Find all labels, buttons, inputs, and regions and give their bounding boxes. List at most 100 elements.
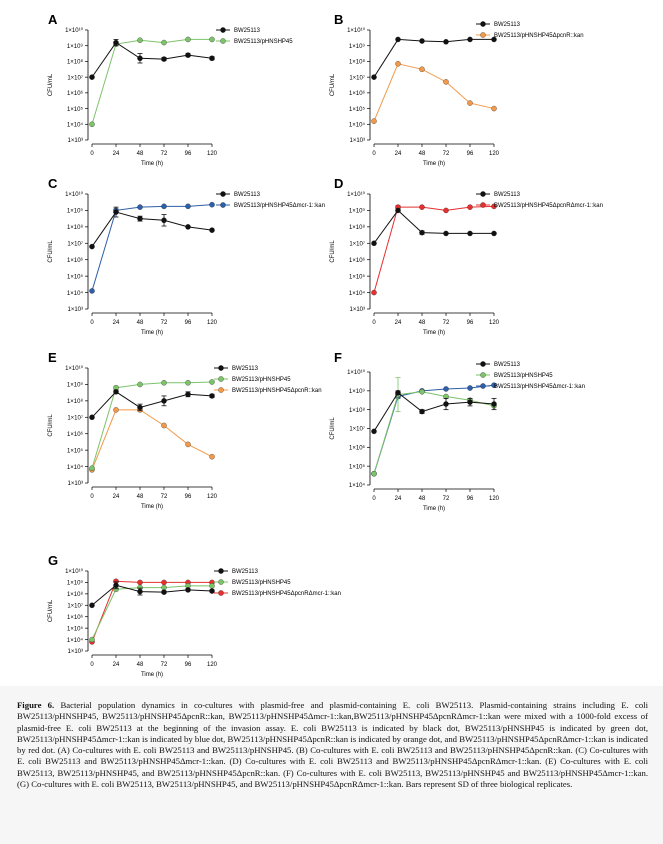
data-point bbox=[443, 386, 449, 392]
panel-e: E 1×10³ 1×10⁴ 1×10⁵ 1×10⁶ 1×10⁷ 1×10⁸ 1×10⁹ 1×1… bbox=[40, 350, 330, 515]
y-axis-label: CFU/mL bbox=[330, 73, 336, 96]
x-axis-label: Time (h) bbox=[141, 330, 163, 336]
y-tick-label: 1×10⁶ bbox=[67, 431, 84, 438]
x-tick-label: 48 bbox=[137, 151, 144, 157]
y-tick-label: 1×10⁶ bbox=[349, 445, 366, 452]
data-point bbox=[443, 79, 449, 85]
data-point bbox=[113, 209, 119, 215]
legend-label: BW25113 bbox=[232, 366, 259, 372]
legend-marker bbox=[480, 21, 486, 27]
data-point bbox=[419, 408, 425, 415]
x-tick-label: 96 bbox=[467, 320, 474, 326]
y-tick-label: 1×10⁵ bbox=[67, 625, 84, 632]
x-axis-label: Time (h) bbox=[423, 330, 445, 336]
y-tick-label: 1×10⁸ bbox=[67, 59, 84, 66]
x-axis-label: Time (h) bbox=[423, 506, 445, 512]
series-line bbox=[91, 584, 213, 606]
data-point bbox=[137, 404, 143, 411]
x-tick-label: 120 bbox=[489, 496, 500, 502]
data-point bbox=[161, 203, 167, 210]
y-tick-label: 1×10⁴ bbox=[349, 121, 366, 128]
data-point bbox=[371, 470, 377, 477]
series-line bbox=[373, 391, 495, 474]
data-point bbox=[161, 589, 167, 595]
series-line bbox=[373, 209, 494, 244]
legend-label: BW25113/pHNSHP45 bbox=[232, 377, 291, 383]
figure-label: Figure 6. bbox=[17, 700, 55, 710]
y-tick-label: 1×10⁵ bbox=[349, 463, 366, 470]
x-tick-label: 96 bbox=[185, 320, 192, 326]
legend-label: BW25113/pHNSHP45Δmcr-1::kan bbox=[494, 384, 585, 390]
x-tick-label: 24 bbox=[113, 662, 120, 668]
y-tick-label: 1×10¹⁰ bbox=[65, 568, 84, 575]
x-tick-label: 72 bbox=[443, 151, 450, 157]
data-point bbox=[491, 401, 497, 407]
x-tick-label: 96 bbox=[185, 494, 192, 500]
y-tick-label: 1×10⁵ bbox=[349, 273, 366, 280]
x-tick-label: 48 bbox=[137, 662, 144, 668]
data-point bbox=[491, 382, 497, 388]
caption-text: Bacterial population dynamics in co-cult… bbox=[17, 700, 648, 790]
x-tick-label: 96 bbox=[467, 151, 474, 157]
x-tick-label: 96 bbox=[185, 151, 192, 157]
data-point bbox=[419, 389, 425, 395]
legend-marker bbox=[220, 38, 226, 44]
y-tick-label: 1×10³ bbox=[67, 649, 83, 655]
data-point bbox=[395, 207, 401, 214]
y-tick-label: 1×10³ bbox=[349, 307, 365, 313]
chart-c: 1×10³ 1×10⁴ 1×10⁵ 1×10⁶ 1×10⁷ 1×10⁸ 1×10⁹ 1×10¹… bbox=[48, 191, 325, 336]
panel-label: B bbox=[334, 12, 344, 27]
y-tick-label: 1×10⁹ bbox=[349, 208, 366, 215]
data-point bbox=[209, 588, 215, 594]
y-axis-label: CFU/mL bbox=[48, 73, 54, 96]
y-tick-label: 1×10¹⁰ bbox=[65, 191, 84, 198]
y-tick-label: 1×10⁸ bbox=[67, 591, 84, 598]
x-tick-label: 48 bbox=[419, 320, 426, 326]
data-point bbox=[161, 56, 167, 62]
y-tick-label: 1×10⁴ bbox=[349, 482, 366, 489]
legend-marker bbox=[480, 202, 486, 208]
legend-marker bbox=[480, 191, 486, 197]
legend-label: BW25113 bbox=[494, 362, 521, 368]
chart-b: 1×10³ 1×10⁴ 1×10⁵ 1×10⁶ 1×10⁷ 1×10⁸ 1×10⁹ 1×10¹… bbox=[330, 21, 584, 167]
series-line bbox=[373, 38, 494, 78]
data-point bbox=[371, 240, 377, 247]
y-axis-label: CFU/mL bbox=[330, 240, 336, 263]
data-point bbox=[209, 393, 215, 399]
x-tick-label: 72 bbox=[443, 320, 450, 326]
series-line bbox=[373, 205, 495, 293]
data-point bbox=[209, 55, 215, 62]
legend-label: BW25113/pHNSHP45ΔpcnRΔmcr-1::kan bbox=[494, 203, 603, 209]
legend-marker bbox=[480, 32, 486, 38]
y-axis-label: CFU/mL bbox=[48, 414, 54, 437]
y-tick-label: 1×10⁹ bbox=[67, 43, 84, 50]
x-tick-label: 24 bbox=[113, 494, 120, 500]
legend-label: BW25113 bbox=[234, 28, 261, 34]
series-line bbox=[373, 391, 495, 432]
data-point bbox=[89, 74, 95, 80]
y-tick-label: 1×10⁴ bbox=[349, 290, 366, 297]
data-point bbox=[137, 579, 143, 586]
y-tick-label: 1×10⁴ bbox=[67, 290, 84, 297]
legend-label: BW25113/pHNSHP45 bbox=[234, 39, 293, 45]
x-tick-label: 24 bbox=[395, 151, 402, 157]
chart-e: 1×10³ 1×10⁴ 1×10⁵ 1×10⁶ 1×10⁷ 1×10⁸ 1×10⁹ 1×10¹… bbox=[48, 365, 322, 510]
legend-label: BW25113 bbox=[232, 569, 259, 575]
data-point bbox=[419, 66, 425, 73]
y-tick-label: 1×10⁷ bbox=[67, 602, 83, 609]
series-line bbox=[373, 63, 495, 122]
legend-label: BW25113 bbox=[234, 192, 261, 198]
legend-marker bbox=[218, 590, 224, 596]
legend-label: BW25113/pHNSHP45 bbox=[494, 373, 553, 379]
data-point bbox=[185, 224, 191, 230]
series-line bbox=[91, 381, 213, 469]
data-point bbox=[89, 121, 95, 128]
data-point bbox=[185, 380, 191, 386]
data-point bbox=[209, 227, 215, 233]
x-tick-label: 72 bbox=[161, 662, 168, 668]
x-tick-label: 24 bbox=[113, 151, 120, 157]
data-point bbox=[491, 203, 497, 210]
data-point bbox=[161, 217, 167, 224]
x-tick-label: 48 bbox=[137, 320, 144, 326]
legend-label: BW25113 bbox=[494, 22, 521, 28]
